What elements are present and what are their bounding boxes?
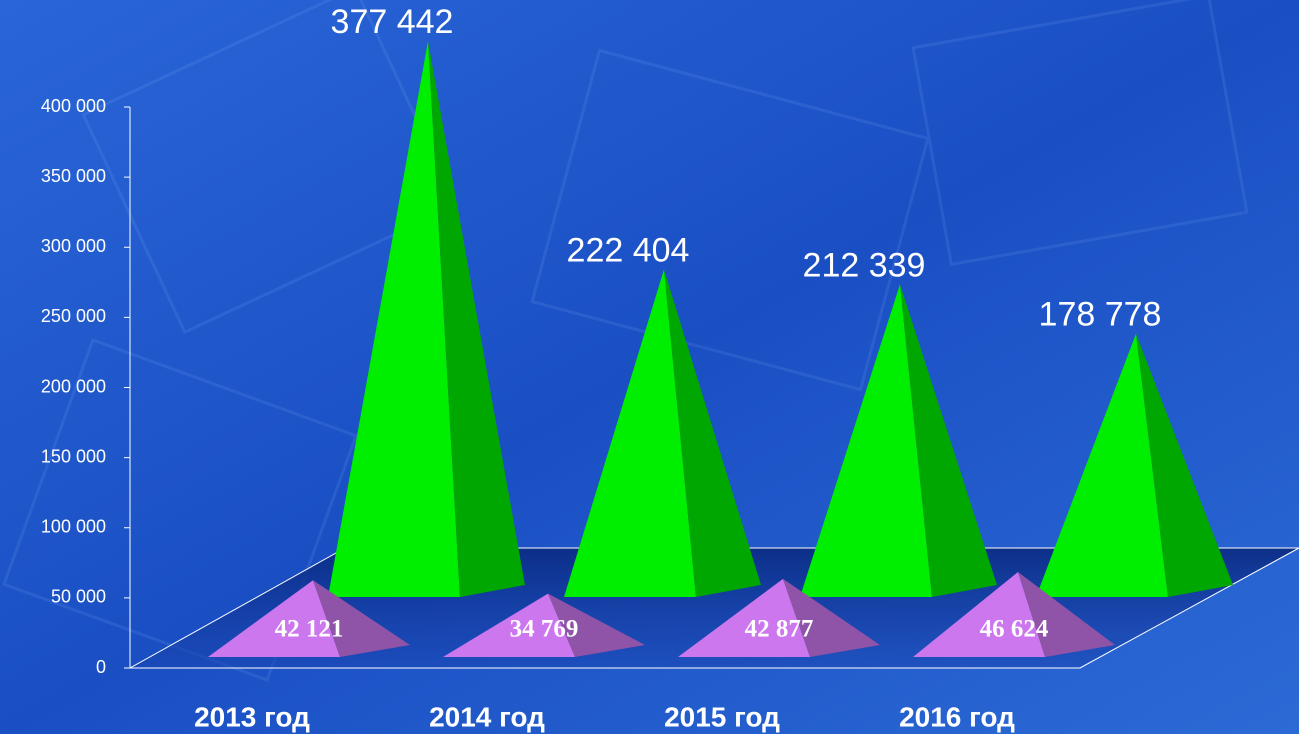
pyramid xyxy=(443,593,645,657)
value-label: 46 624 xyxy=(980,616,1049,643)
pyramid-face xyxy=(664,269,761,597)
pyramid xyxy=(1036,333,1233,597)
pyramid-face xyxy=(800,284,932,597)
pyramid-face xyxy=(1136,333,1233,597)
y-tick-label: 350 000 xyxy=(41,166,106,186)
pyramid xyxy=(208,580,410,657)
y-tick-label: 400 000 xyxy=(41,96,106,116)
pyramid-face xyxy=(900,284,997,597)
y-tick-label: 100 000 xyxy=(41,517,106,537)
pyramid-face xyxy=(428,41,525,597)
x-tick-label: 2014 год xyxy=(429,701,545,732)
pyramid xyxy=(800,284,997,597)
x-tick-label: 2016 год xyxy=(899,701,1015,732)
pyramid-face xyxy=(564,269,696,597)
x-tick-label: 2013 год xyxy=(194,701,310,732)
y-tick-label: 300 000 xyxy=(41,236,106,256)
pyramid xyxy=(328,41,525,597)
value-label: 42 121 xyxy=(275,616,344,643)
y-tick-label: 200 000 xyxy=(41,376,106,396)
pyramid-face xyxy=(443,593,575,657)
pyramid xyxy=(678,578,880,657)
pyramid-face xyxy=(328,41,460,597)
value-label: 212 339 xyxy=(803,246,926,284)
pyramid-face xyxy=(783,578,880,657)
value-label: 222 404 xyxy=(567,231,690,269)
pyramid-face xyxy=(913,571,1045,657)
y-tick-label: 250 000 xyxy=(41,306,106,326)
pyramid-face xyxy=(678,578,810,657)
pyramid-face xyxy=(1018,571,1115,657)
y-tick-label: 150 000 xyxy=(41,446,106,466)
value-label: 178 778 xyxy=(1039,296,1162,334)
value-label: 42 877 xyxy=(745,616,814,643)
pyramid-face xyxy=(313,580,410,657)
value-label: 34 769 xyxy=(510,616,579,643)
background-pattern xyxy=(2,0,1249,682)
x-tick-label: 2015 год xyxy=(664,701,780,732)
pyramid-face xyxy=(548,593,645,657)
pyramid-face xyxy=(208,580,340,657)
value-label: 377 442 xyxy=(331,3,454,41)
pyramid-face xyxy=(1036,333,1168,597)
y-tick-label: 50 000 xyxy=(51,587,106,607)
pyramid xyxy=(564,269,761,597)
pyramid xyxy=(913,571,1115,657)
y-tick-label: 0 xyxy=(96,657,106,677)
